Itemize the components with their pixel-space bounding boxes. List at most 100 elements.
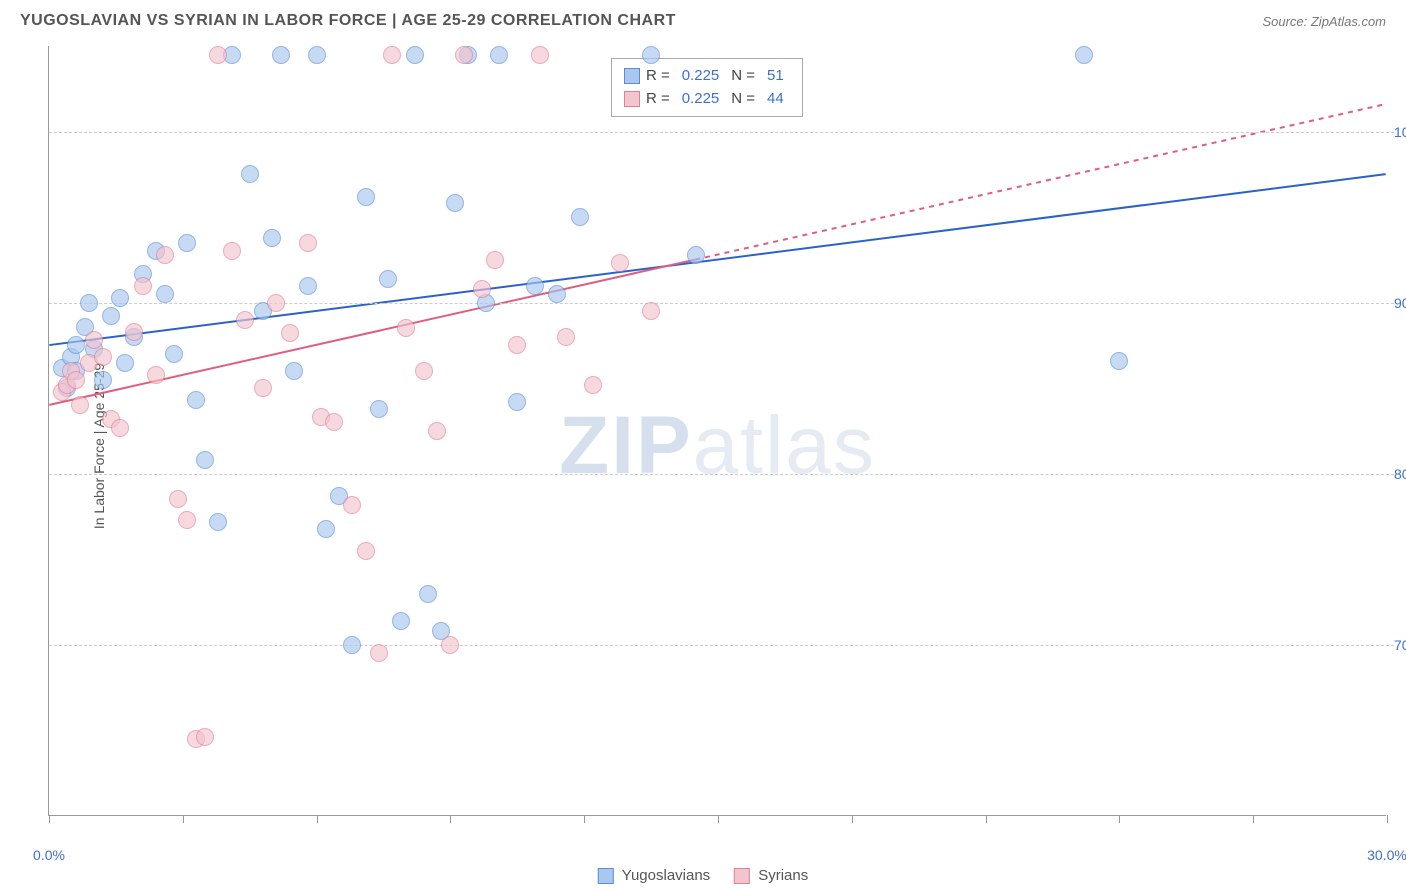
- scatter-point: [94, 348, 112, 366]
- scatter-point: [557, 328, 575, 346]
- y-tick-label: 100.0%: [1394, 124, 1406, 140]
- scatter-point: [548, 285, 566, 303]
- scatter-point: [446, 194, 464, 212]
- scatter-point: [67, 336, 85, 354]
- scatter-point: [1075, 46, 1093, 64]
- scatter-point: [209, 513, 227, 531]
- watermark-bold: ZIP: [559, 400, 693, 491]
- legend-label: Syrians: [758, 867, 808, 884]
- x-tick: [852, 815, 853, 823]
- source-label: Source: ZipAtlas.com: [1262, 14, 1386, 29]
- scatter-point: [209, 46, 227, 64]
- scatter-point: [156, 246, 174, 264]
- legend-item: Yugoslavians: [598, 867, 710, 884]
- stats-row: R =0.225N =51: [624, 65, 790, 88]
- scatter-point: [281, 324, 299, 342]
- scatter-point: [508, 336, 526, 354]
- scatter-point: [383, 46, 401, 64]
- scatter-point: [85, 331, 103, 349]
- scatter-point: [526, 277, 544, 295]
- scatter-point: [147, 366, 165, 384]
- x-tick: [450, 815, 451, 823]
- scatter-point: [116, 354, 134, 372]
- scatter-point: [415, 362, 433, 380]
- scatter-point: [169, 490, 187, 508]
- x-tick: [1387, 815, 1388, 823]
- scatter-point: [125, 323, 143, 341]
- scatter-point: [508, 393, 526, 411]
- legend-item: Syrians: [734, 867, 808, 884]
- gridline: [49, 303, 1394, 304]
- x-tick-label: 30.0%: [1367, 847, 1406, 863]
- x-tick: [317, 815, 318, 823]
- plot-area: ZIPatlas R =0.225N =51R =0.225N =44 70.0…: [48, 46, 1386, 816]
- legend-label: Yugoslavians: [622, 867, 710, 884]
- scatter-point: [178, 234, 196, 252]
- scatter-point: [357, 542, 375, 560]
- scatter-point: [156, 285, 174, 303]
- scatter-point: [571, 208, 589, 226]
- scatter-point: [67, 371, 85, 389]
- scatter-point: [370, 644, 388, 662]
- stats-legend-box: R =0.225N =51R =0.225N =44: [611, 58, 803, 117]
- x-tick-label: 0.0%: [33, 847, 65, 863]
- n-value: 44: [761, 88, 790, 111]
- scatter-point: [379, 270, 397, 288]
- scatter-point: [299, 234, 317, 252]
- scatter-point: [267, 294, 285, 312]
- gridline: [49, 645, 1394, 646]
- scatter-point: [531, 46, 549, 64]
- scatter-point: [687, 246, 705, 264]
- legend-swatch: [624, 91, 640, 107]
- scatter-point: [357, 188, 375, 206]
- gridline: [49, 474, 1394, 475]
- scatter-point: [428, 422, 446, 440]
- scatter-point: [1110, 352, 1128, 370]
- y-tick-label: 80.0%: [1394, 466, 1406, 482]
- scatter-point: [455, 46, 473, 64]
- scatter-point: [392, 612, 410, 630]
- scatter-point: [236, 311, 254, 329]
- scatter-point: [102, 307, 120, 325]
- scatter-point: [406, 46, 424, 64]
- n-label: N =: [731, 88, 755, 111]
- scatter-point: [473, 280, 491, 298]
- n-label: N =: [731, 65, 755, 88]
- scatter-point: [642, 302, 660, 320]
- scatter-point: [111, 419, 129, 437]
- scatter-point: [272, 46, 290, 64]
- n-value: 51: [761, 65, 790, 88]
- series-legend: Yugoslavians Syrians: [598, 867, 808, 884]
- x-tick: [584, 815, 585, 823]
- x-tick: [1253, 815, 1254, 823]
- x-tick: [1119, 815, 1120, 823]
- x-tick: [718, 815, 719, 823]
- scatter-point: [111, 289, 129, 307]
- watermark: ZIPatlas: [559, 399, 876, 493]
- scatter-point: [441, 636, 459, 654]
- scatter-point: [299, 277, 317, 295]
- scatter-point: [178, 511, 196, 529]
- scatter-point: [343, 496, 361, 514]
- scatter-point: [611, 254, 629, 272]
- scatter-point: [486, 251, 504, 269]
- x-tick: [986, 815, 987, 823]
- scatter-point: [370, 400, 388, 418]
- scatter-point: [317, 520, 335, 538]
- scatter-point: [196, 728, 214, 746]
- legend-swatch: [734, 868, 750, 884]
- scatter-point: [223, 242, 241, 260]
- legend-swatch: [598, 868, 614, 884]
- trend-lines: [49, 46, 1386, 815]
- scatter-point: [263, 229, 281, 247]
- scatter-point: [94, 371, 112, 389]
- scatter-point: [397, 319, 415, 337]
- r-value: 0.225: [676, 88, 726, 111]
- y-tick-label: 70.0%: [1394, 637, 1406, 653]
- scatter-point: [419, 585, 437, 603]
- scatter-point: [187, 391, 205, 409]
- r-label: R =: [646, 65, 670, 88]
- scatter-point: [165, 345, 183, 363]
- scatter-point: [254, 379, 272, 397]
- scatter-point: [584, 376, 602, 394]
